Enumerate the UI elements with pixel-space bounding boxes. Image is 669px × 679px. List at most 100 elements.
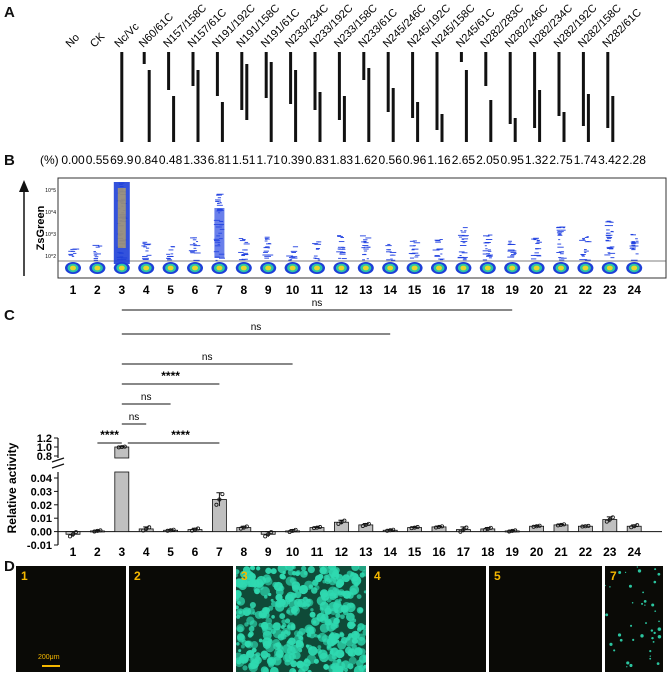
- population-core: [143, 265, 150, 271]
- fluorescent-cell: [337, 640, 347, 650]
- flow-event: [363, 248, 369, 250]
- flow-event: [68, 253, 74, 255]
- flow-event: [171, 246, 176, 248]
- data-point: [391, 527, 396, 532]
- fluorescent-cell: [293, 634, 304, 645]
- flow-event: [534, 252, 539, 254]
- flow-event: [635, 253, 639, 255]
- fluorescent-cell: [605, 584, 606, 587]
- flow-event: [243, 252, 249, 254]
- flow-event: [513, 250, 517, 252]
- flow-event: [487, 250, 492, 252]
- flow-event: [486, 255, 492, 257]
- fluorescent-cell: [268, 661, 275, 668]
- fluorescent-cell: [236, 657, 245, 668]
- fluorescent-cell: [262, 640, 272, 649]
- population-core: [509, 265, 516, 271]
- flow-event: [606, 229, 610, 231]
- flow-event: [409, 245, 416, 247]
- flow-event: [338, 241, 345, 243]
- data-point: [71, 532, 76, 537]
- lane-number: 10: [286, 283, 300, 297]
- flow-event: [341, 258, 347, 260]
- flow-event: [141, 245, 146, 247]
- x-tick-label: 18: [481, 545, 495, 559]
- percentage-value: 69.9: [110, 153, 134, 167]
- flow-event: [462, 259, 467, 261]
- fluorescent-cell: [332, 668, 338, 672]
- flow-event: [362, 245, 369, 247]
- flow-event: [339, 253, 342, 255]
- flow-event: [509, 244, 516, 245]
- population-core: [387, 265, 394, 271]
- fluorescent-cell: [356, 659, 364, 668]
- fluorescent-cell: [247, 573, 256, 582]
- data-point: [464, 525, 469, 530]
- flow-event: [264, 240, 268, 242]
- fluorescent-cell: [247, 632, 253, 638]
- flow-event: [556, 252, 562, 253]
- flow-event: [242, 239, 246, 240]
- micro-image-2: 2: [129, 566, 233, 672]
- population-core: [411, 265, 418, 271]
- flow-event: [556, 229, 561, 231]
- data-point: [635, 523, 640, 528]
- y-tick-label: 1.2: [37, 433, 52, 445]
- y-tick-label: 0.01: [31, 513, 52, 525]
- fluorescent-cell: [249, 620, 258, 628]
- percentage-value: 2.05: [476, 153, 500, 167]
- lane-number: 14: [384, 283, 398, 297]
- fluorescent-cell: [261, 607, 269, 614]
- flow-event: [145, 243, 152, 245]
- panel-c-letter: C: [4, 307, 15, 324]
- fluorescent-cell: [297, 598, 306, 608]
- fluorescent-cell: [650, 629, 654, 632]
- flow-event: [216, 194, 220, 196]
- flow-event: [586, 241, 590, 242]
- flow-event: [605, 221, 613, 223]
- fluorescent-cell: [289, 668, 297, 672]
- flow-event: [557, 234, 563, 236]
- flow-event: [291, 256, 296, 258]
- flow-event: [167, 258, 171, 260]
- flow-event: [264, 238, 269, 240]
- lane-number: 15: [408, 283, 422, 297]
- x-tick-label: 4: [143, 545, 150, 559]
- construct-label: Nc/Vc: [112, 21, 142, 51]
- fluorescent-cell: [349, 602, 355, 608]
- fluorescent-cell: [287, 601, 291, 605]
- fluorescent-cell: [335, 661, 346, 672]
- flow-event: [415, 254, 420, 256]
- x-tick-label: 12: [335, 545, 349, 559]
- data-point: [171, 527, 176, 532]
- fluorescent-cell: [335, 639, 340, 643]
- population-core: [265, 265, 272, 271]
- data-point: [147, 525, 152, 530]
- flow-event: [167, 259, 173, 261]
- flow-event: [337, 246, 344, 248]
- x-tick-label: 17: [457, 545, 471, 559]
- percentage-value: 1.32: [525, 153, 549, 167]
- fluorescent-cell: [249, 566, 254, 570]
- flow-dense-column: [214, 208, 225, 258]
- population-core: [582, 265, 589, 271]
- flow-event: [584, 236, 589, 238]
- fluorescent-cell: [631, 602, 634, 604]
- fluorescent-cell: [316, 648, 322, 654]
- flow-event: [434, 239, 440, 241]
- flow-event: [290, 256, 298, 258]
- fluorescent-cell: [328, 633, 336, 641]
- flow-event: [196, 241, 199, 243]
- flow-event: [635, 240, 639, 242]
- flow-event: [510, 251, 517, 253]
- significance-label: ****: [100, 428, 119, 442]
- flow-event: [264, 246, 268, 248]
- lane-number: 19: [506, 283, 520, 297]
- fluorescent-cell: [363, 664, 366, 669]
- fluorescent-cell: [354, 647, 363, 656]
- panel-a-letter: A: [4, 4, 15, 21]
- flow-event: [339, 252, 346, 254]
- fluorescent-cell: [346, 612, 355, 622]
- population-core: [484, 265, 491, 271]
- flow-event: [262, 254, 270, 256]
